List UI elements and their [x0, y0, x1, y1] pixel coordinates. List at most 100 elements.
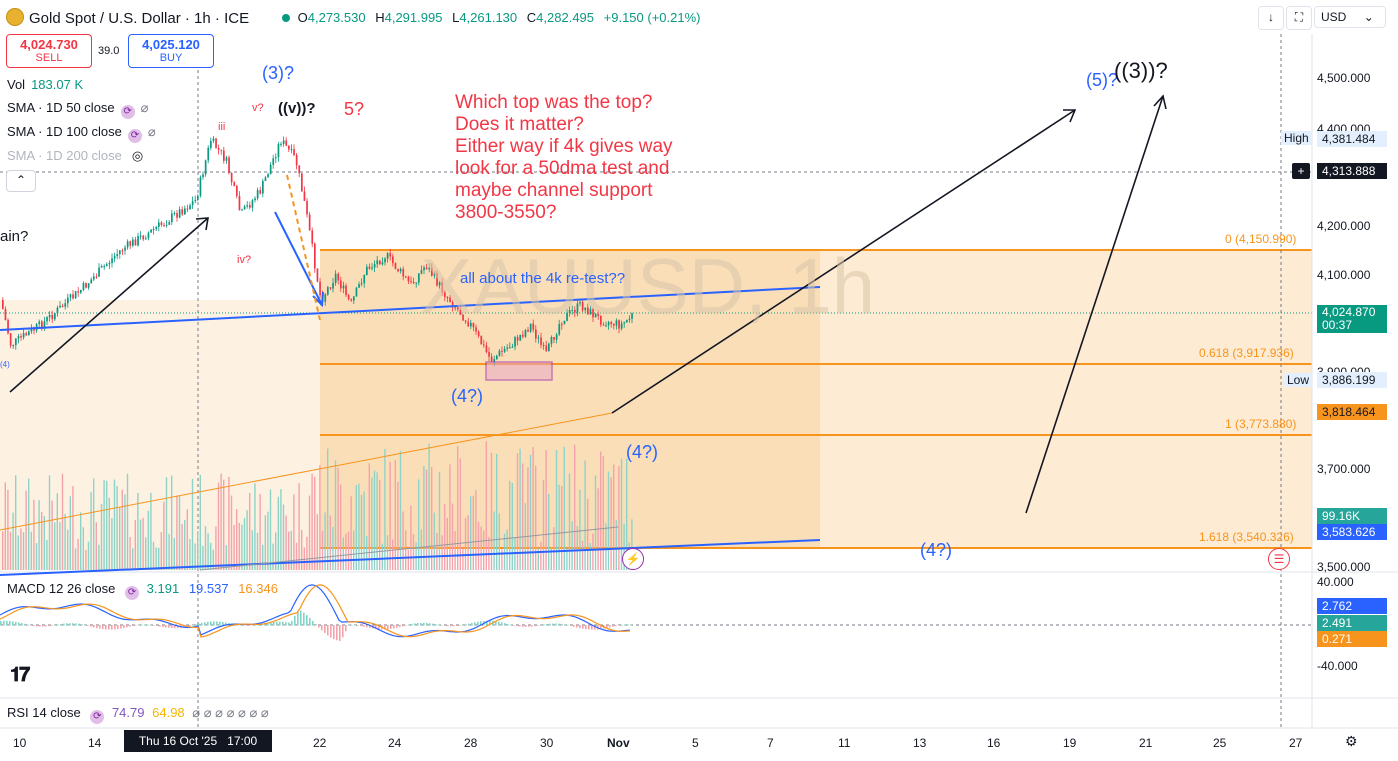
candle-body: [438, 282, 441, 286]
candle-body: [119, 250, 121, 255]
volume-bar: [584, 460, 586, 570]
volume-bar: [368, 463, 370, 570]
indicator-sma200[interactable]: SMA · 1D 200 close ◎: [7, 148, 143, 164]
candle-body: [511, 346, 514, 348]
candle-body: [142, 235, 145, 240]
lightning-event-icon[interactable]: ⚡: [622, 548, 644, 570]
candle-body: [412, 282, 415, 284]
volume-bar: [137, 493, 139, 570]
collapse-legend-button[interactable]: ⌃: [6, 170, 36, 192]
buy-button[interactable]: 4,025.120 BUY: [128, 34, 214, 68]
volume-bar: [334, 460, 337, 570]
macd-hist-bar: [417, 623, 419, 626]
spread-value: 39.0: [98, 45, 120, 57]
macd-hist-bar: [444, 625, 446, 626]
volume-bar: [233, 524, 235, 570]
volume-bar: [306, 536, 308, 570]
candle-body: [124, 247, 126, 251]
candle-body: [98, 267, 100, 277]
note-line: Does it matter?: [455, 114, 584, 135]
sell-button[interactable]: 4,024.730 SELL: [6, 34, 92, 68]
candle-body: [524, 329, 527, 337]
volume-bar: [394, 460, 396, 570]
macd-hist-bar: [204, 622, 206, 626]
macd-hist-bar: [348, 624, 350, 626]
indicator-rsi[interactable]: RSI 14 close ⟳ 74.79 64.98 ⌀ ⌀ ⌀ ⌀ ⌀ ⌀ ⌀: [7, 705, 269, 724]
volume-bar: [483, 530, 485, 570]
fullscreen-button[interactable]: ⛶: [1286, 6, 1312, 30]
macd-hist-bar: [195, 624, 197, 626]
volume-bar: [264, 515, 266, 570]
indicator-macd[interactable]: MACD 12 26 close ⟳ 3.191 19.537 16.346: [7, 581, 278, 600]
gold-coin-icon: [6, 8, 24, 26]
indicator-sma50[interactable]: SMA · 1D 50 close ⟳ ⌀: [7, 100, 148, 119]
candle-body: [350, 299, 353, 301]
macd-hist-bar: [120, 625, 122, 629]
scroll-down-button[interactable]: ↓: [1258, 6, 1284, 30]
macd-hist-bar: [600, 625, 602, 630]
candle-body: [103, 265, 106, 267]
candle-body: [353, 296, 355, 301]
watermark: XAUUSD, 1h: [420, 242, 875, 330]
candle-body: [314, 243, 316, 269]
arrow-up-right-head: [1153, 94, 1167, 110]
symbol-title[interactable]: Gold Spot / U.S. Dollar · 1h · ICE: [6, 8, 249, 27]
candle-body: [342, 285, 345, 289]
macd-hist-bar: [363, 625, 365, 627]
volume-bar: [280, 489, 282, 570]
eye-off-icon[interactable]: ◎: [131, 148, 144, 163]
macd-hist-bar: [36, 625, 38, 627]
add-alert-icon[interactable]: +: [1292, 163, 1310, 179]
us-flag-icon[interactable]: ☰: [1268, 548, 1290, 570]
volume-bar: [623, 523, 625, 570]
candle-body: [418, 273, 420, 283]
candle-body: [301, 173, 303, 192]
macd-hist-bar: [459, 625, 461, 626]
volume-bar: [259, 493, 261, 570]
volume-bar: [225, 545, 227, 570]
indicator-vol[interactable]: Vol 183.07 K: [7, 77, 83, 92]
tradingview-logo[interactable]: 𝟏𝟕: [10, 664, 30, 686]
candle-body: [446, 297, 449, 299]
cut-off-annotation: ain?: [0, 228, 29, 245]
candle-body: [202, 174, 204, 178]
candle-body: [451, 302, 454, 308]
macd-hist-bar: [537, 625, 539, 626]
macd-hist-bar: [327, 625, 329, 636]
price-tick: 4,200.000: [1317, 219, 1371, 233]
candle-body: [282, 140, 285, 144]
refresh-icon[interactable]: ⟳: [125, 586, 140, 600]
candle-body: [277, 144, 280, 158]
candle-body: [194, 199, 197, 202]
volume-bar: [345, 533, 347, 570]
indicator-sma100[interactable]: SMA · 1D 100 close ⟳ ⌀: [7, 124, 156, 143]
candle-body: [431, 267, 433, 276]
volume-bar: [550, 547, 552, 570]
volume-bar: [158, 547, 160, 570]
candle-body: [631, 313, 633, 319]
candle-body: [420, 270, 423, 274]
volume-bar: [165, 477, 168, 570]
arrow-up-right: [1025, 95, 1164, 514]
volume-bar: [171, 475, 173, 570]
macd-hist-bar: [555, 623, 557, 626]
refresh-icon[interactable]: ⟳: [127, 129, 142, 143]
macd-hist-bar: [0, 620, 2, 626]
candle-body: [25, 333, 28, 336]
volume-bar: [56, 493, 58, 570]
volume-bar: [189, 539, 191, 570]
refresh-icon[interactable]: ⟳: [120, 105, 135, 119]
settings-gear-icon[interactable]: ⚙: [1345, 733, 1358, 749]
currency-select[interactable]: USD ⌄: [1314, 6, 1386, 28]
macd-hist-bar: [6, 620, 8, 626]
macd-hist-bar: [75, 623, 77, 626]
macd-tick: -40.000: [1317, 659, 1358, 673]
macd-hist-bar: [462, 624, 464, 626]
candle-body: [602, 324, 605, 326]
volume-bar: [251, 530, 253, 570]
refresh-icon[interactable]: ⟳: [90, 710, 105, 724]
macd-hist-bar: [219, 621, 221, 626]
macd-hist-bar: [147, 624, 149, 626]
candle-body: [410, 281, 412, 283]
